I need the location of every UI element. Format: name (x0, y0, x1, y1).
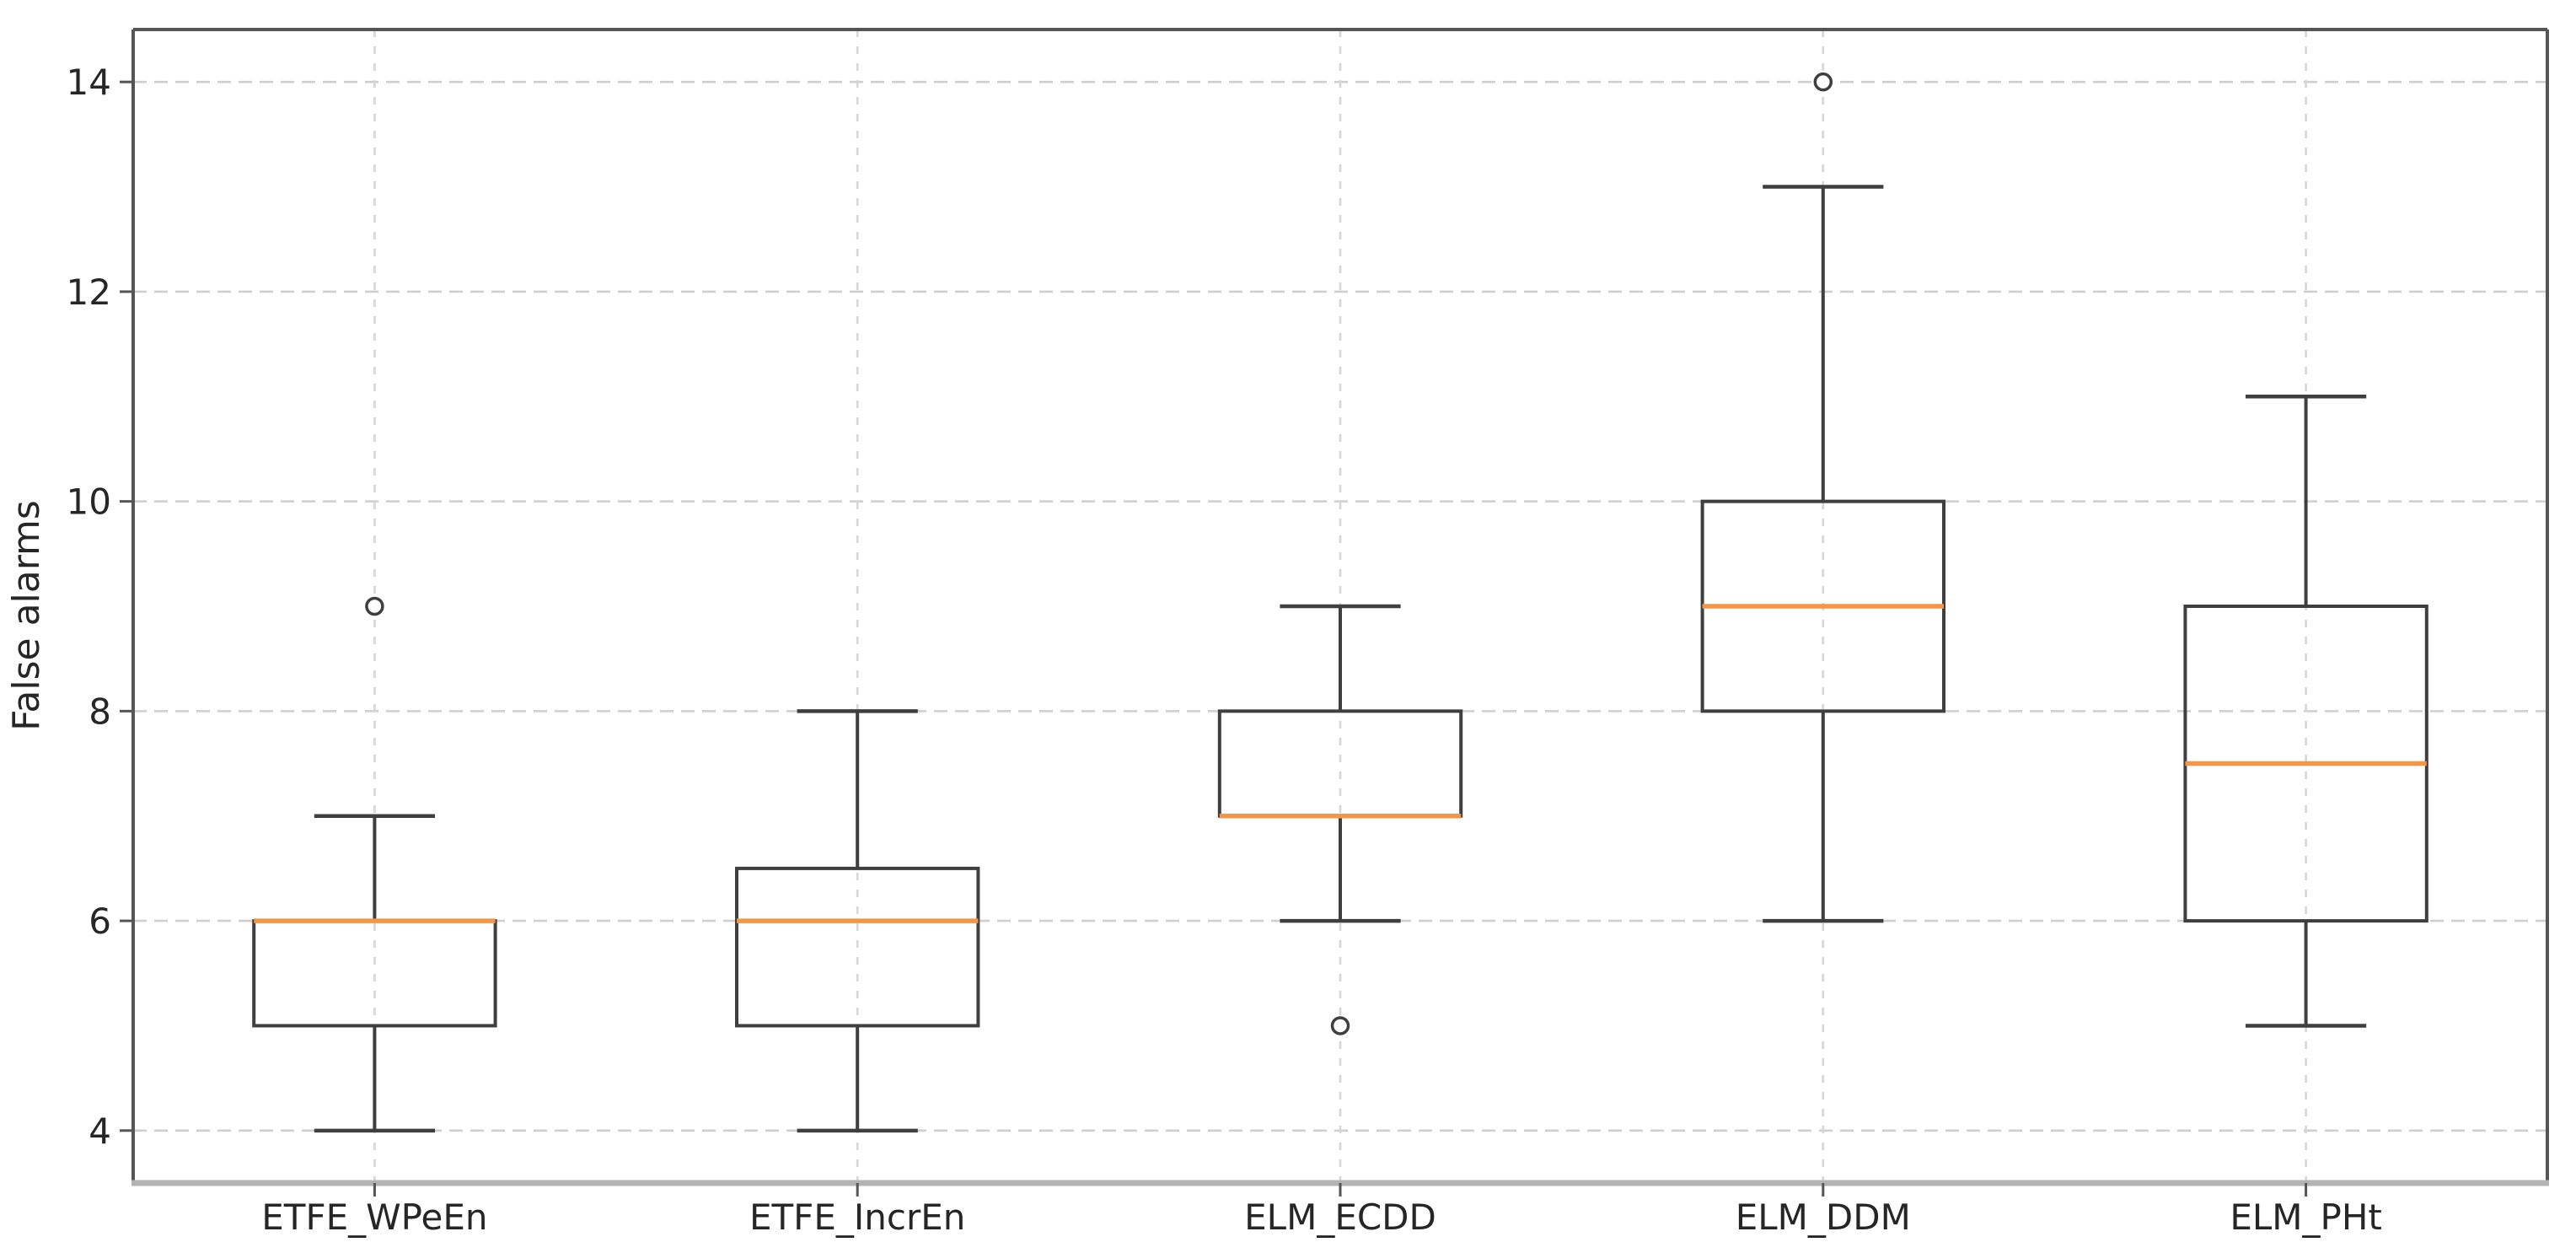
outlier-point (1330, 1016, 1350, 1035)
x-tick-label: ELM_DDM (1736, 1197, 1911, 1238)
x-tick-label: ETFE_IncrEn (749, 1197, 965, 1238)
y-tick-label: 14 (67, 62, 111, 103)
x-tick-label: ETFE_WPeEn (261, 1197, 487, 1238)
outlier-point (1813, 72, 1833, 92)
x-tick-label: ELM_ECDD (1244, 1197, 1436, 1238)
iqr-box (735, 866, 980, 1028)
y-tick-label: 8 (89, 691, 111, 732)
x-tick-label: ELM_PHt (2230, 1197, 2382, 1238)
y-tick-label: 4 (89, 1110, 111, 1152)
y-axis-title: False alarms (5, 500, 48, 731)
outlier-point (365, 596, 384, 616)
y-tick-label: 6 (89, 901, 111, 942)
y-tick-label: 10 (67, 481, 111, 523)
y-tick-label: 12 (67, 272, 111, 313)
